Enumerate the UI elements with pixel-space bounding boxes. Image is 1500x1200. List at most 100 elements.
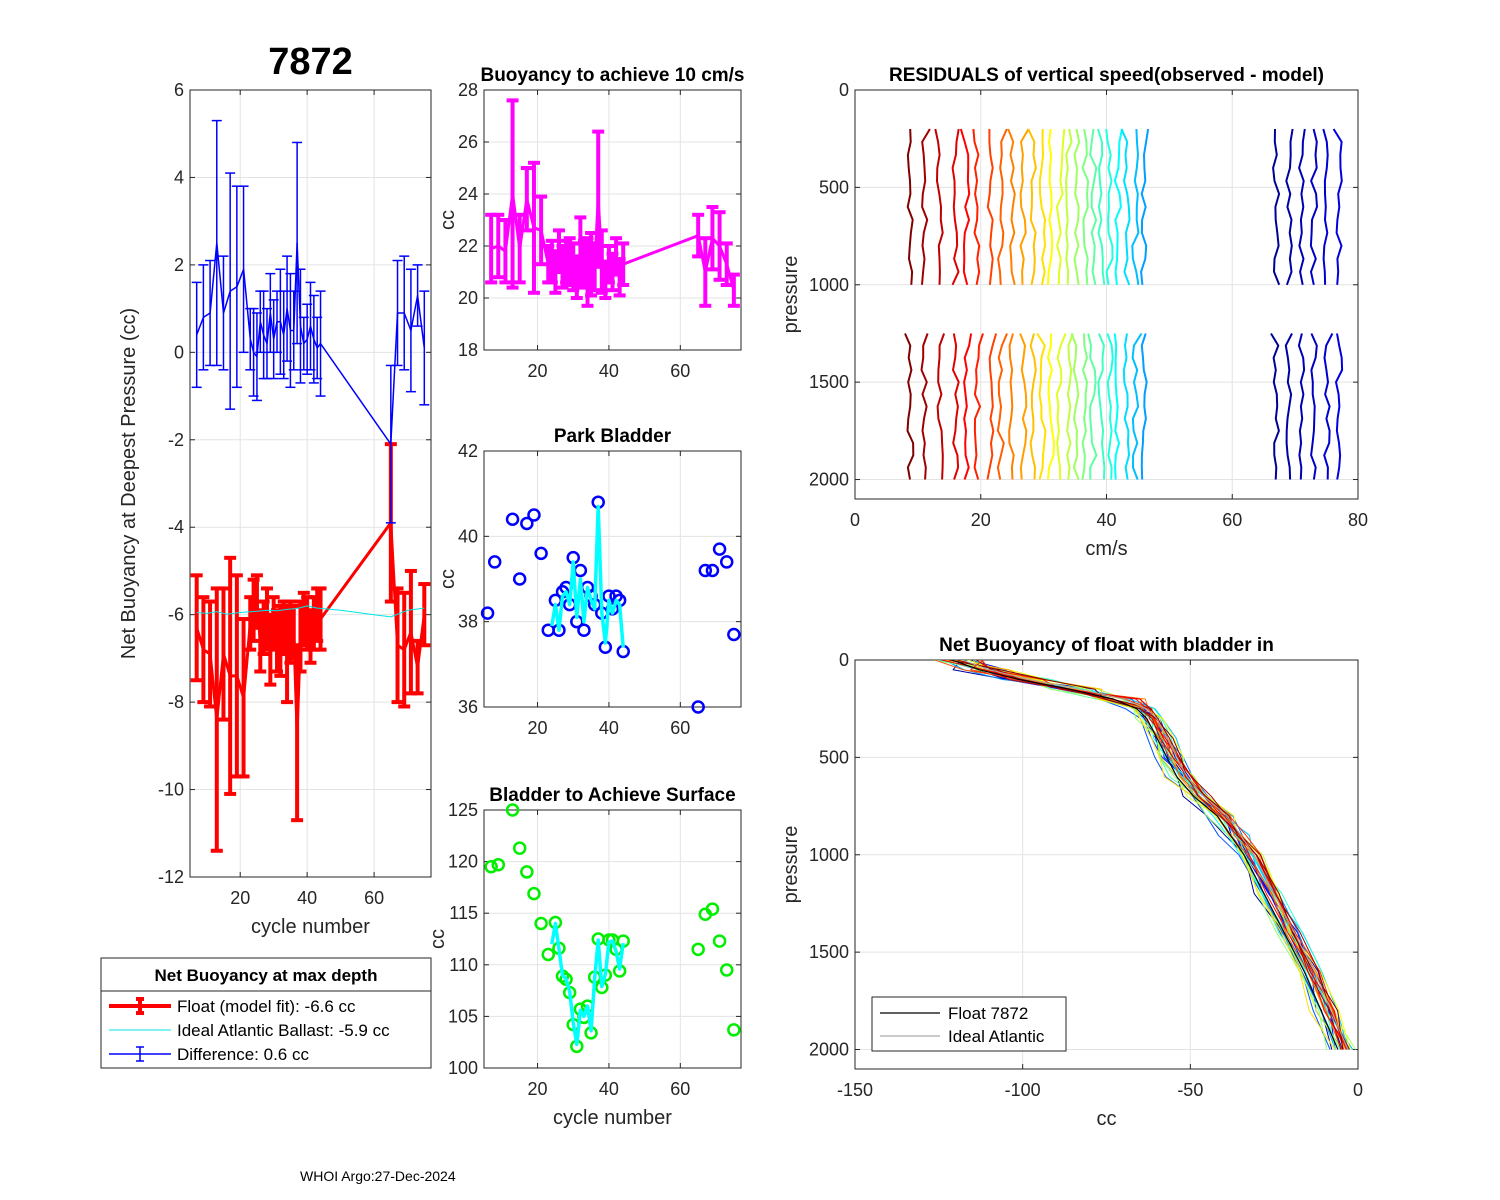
- residual-profile: [1070, 333, 1080, 480]
- plot-area-net_buoyancy: [190, 90, 431, 877]
- x-tick-label: 20: [528, 361, 548, 381]
- y-tick-label: 500: [819, 177, 849, 197]
- residual-profile: [1322, 128, 1329, 285]
- chart-title: Buoyancy to achieve 10 cm/s: [480, 65, 744, 86]
- x-tick-label: 40: [1096, 510, 1116, 530]
- y-tick-label: 0: [839, 650, 849, 670]
- y-tick-label: -6: [168, 605, 184, 625]
- plot-area-surface_bladder: [484, 810, 741, 1068]
- residual-profile: [920, 333, 929, 480]
- legend-box: [100, 957, 432, 1069]
- y-tick-label: 1500: [809, 372, 849, 392]
- axes-park_bladder: 20 40 60 42 40 38 36 Park Bladder cc: [437, 426, 742, 738]
- residual-profile: [921, 128, 931, 285]
- legend-bladder-in: Float 7872 Ideal Atlantic: [871, 996, 1067, 1052]
- residual-profile: [1066, 333, 1074, 480]
- residual-profile: [1113, 333, 1120, 480]
- y-axis-label: pressure: [780, 256, 802, 334]
- x-tick-label: -50: [1177, 1080, 1203, 1100]
- residual-profile: [1038, 128, 1046, 286]
- residual-profile: [1332, 128, 1343, 285]
- axes-box-net_buoyancy_bladder_in: [854, 659, 1359, 1070]
- park-bladder-point: [534, 546, 548, 561]
- y-axis-label: pressure: [780, 826, 802, 904]
- residual-profile: [951, 128, 960, 286]
- y-tick-label: 40: [458, 526, 478, 546]
- y-tick-label: 18: [458, 340, 478, 360]
- x-tick-label: 60: [670, 718, 690, 738]
- x-tick-label: 80: [1348, 510, 1368, 530]
- residual-profile: [1122, 333, 1130, 480]
- surface-bladder-point: [512, 841, 527, 855]
- y-tick-label: 110: [449, 955, 478, 975]
- x-tick-label: 60: [670, 361, 690, 381]
- residual-profile: [1272, 128, 1281, 286]
- chart-title: Bladder to Achieve Surface: [489, 785, 735, 806]
- residual-profile: [1297, 333, 1306, 480]
- residual-profile: [1065, 128, 1073, 285]
- buoyancy-line: [490, 192, 736, 291]
- cycle-profile-line: [952, 660, 1351, 1050]
- x-tick-label: 40: [599, 1079, 619, 1099]
- surface-bladder-point: [541, 947, 555, 962]
- float-profile-line: [951, 660, 1339, 1050]
- x-tick-label: 60: [364, 888, 384, 908]
- x-tick-label: 40: [599, 718, 619, 738]
- x-tick-label: 20: [230, 888, 250, 908]
- axes-box-park_bladder: [483, 450, 742, 708]
- legend-entry: Ideal Atlantic Ballast: -5.9 cc: [177, 1021, 390, 1040]
- y-tick-label: 4: [174, 167, 184, 187]
- park-bladder-point: [705, 563, 720, 578]
- residual-profile: [1284, 333, 1293, 480]
- residual-profile: [1019, 128, 1030, 285]
- park-bladder-point: [691, 700, 705, 714]
- surface-bladder-point: [527, 886, 541, 901]
- plot-area-park_bladder: [484, 451, 741, 707]
- residual-profile: [1029, 333, 1037, 480]
- y-tick-label: 36: [458, 697, 478, 717]
- y-tick-label: 24: [458, 184, 478, 204]
- park-bladder-point: [577, 623, 591, 637]
- residual-profile: [1073, 128, 1081, 285]
- residual-profile: [1036, 332, 1047, 480]
- y-tick-label: 28: [458, 80, 478, 100]
- x-tick-label: 20: [528, 1079, 548, 1099]
- residual-profile: [963, 333, 973, 480]
- x-tick-label: -150: [837, 1080, 873, 1100]
- y-tick-label: 1500: [809, 942, 849, 962]
- y-tick-label: 100: [448, 1058, 478, 1078]
- residual-profile: [1335, 333, 1344, 480]
- residual-profile: [1140, 128, 1150, 285]
- park-bladder-point: [698, 563, 713, 578]
- residual-profile: [1140, 333, 1148, 480]
- ideal-atlantic-line: [196, 605, 425, 618]
- y-tick-label: 125: [448, 800, 478, 820]
- residual-profile: [1097, 333, 1106, 480]
- residual-profile: [1131, 128, 1140, 285]
- axes-box-buoy10: [483, 89, 742, 351]
- cycle-profile-line: [956, 660, 1350, 1050]
- residual-profile: [936, 333, 946, 480]
- y-tick-label: -2: [168, 430, 184, 450]
- axes-box-surface_bladder: [483, 809, 742, 1069]
- y-tick-label: 115: [449, 903, 478, 923]
- x-axis-label: cm/s: [1085, 538, 1127, 560]
- residual-profile: [1008, 333, 1015, 480]
- x-tick-label: 40: [297, 888, 317, 908]
- y-tick-label: 42: [458, 441, 478, 461]
- footer-text: WHOI Argo:27-Dec-2024: [300, 1168, 456, 1184]
- cycle-profile-line: [970, 660, 1347, 1050]
- y-tick-label: -10: [158, 780, 184, 800]
- series-group: [190, 119, 431, 853]
- residual-profile: [973, 333, 984, 480]
- park-bladder-point: [712, 542, 727, 556]
- y-axis-label: Net Buoyancy at Deepest Pressure (cc): [118, 308, 140, 659]
- residual-profile: [1106, 333, 1114, 480]
- residual-profile: [986, 333, 998, 480]
- axes-box-net_buoyancy: [189, 89, 432, 878]
- residual-profile: [1298, 128, 1306, 285]
- x-tick-label: 60: [1222, 510, 1242, 530]
- y-tick-label: 1000: [809, 275, 849, 295]
- residual-profile: [1323, 333, 1334, 480]
